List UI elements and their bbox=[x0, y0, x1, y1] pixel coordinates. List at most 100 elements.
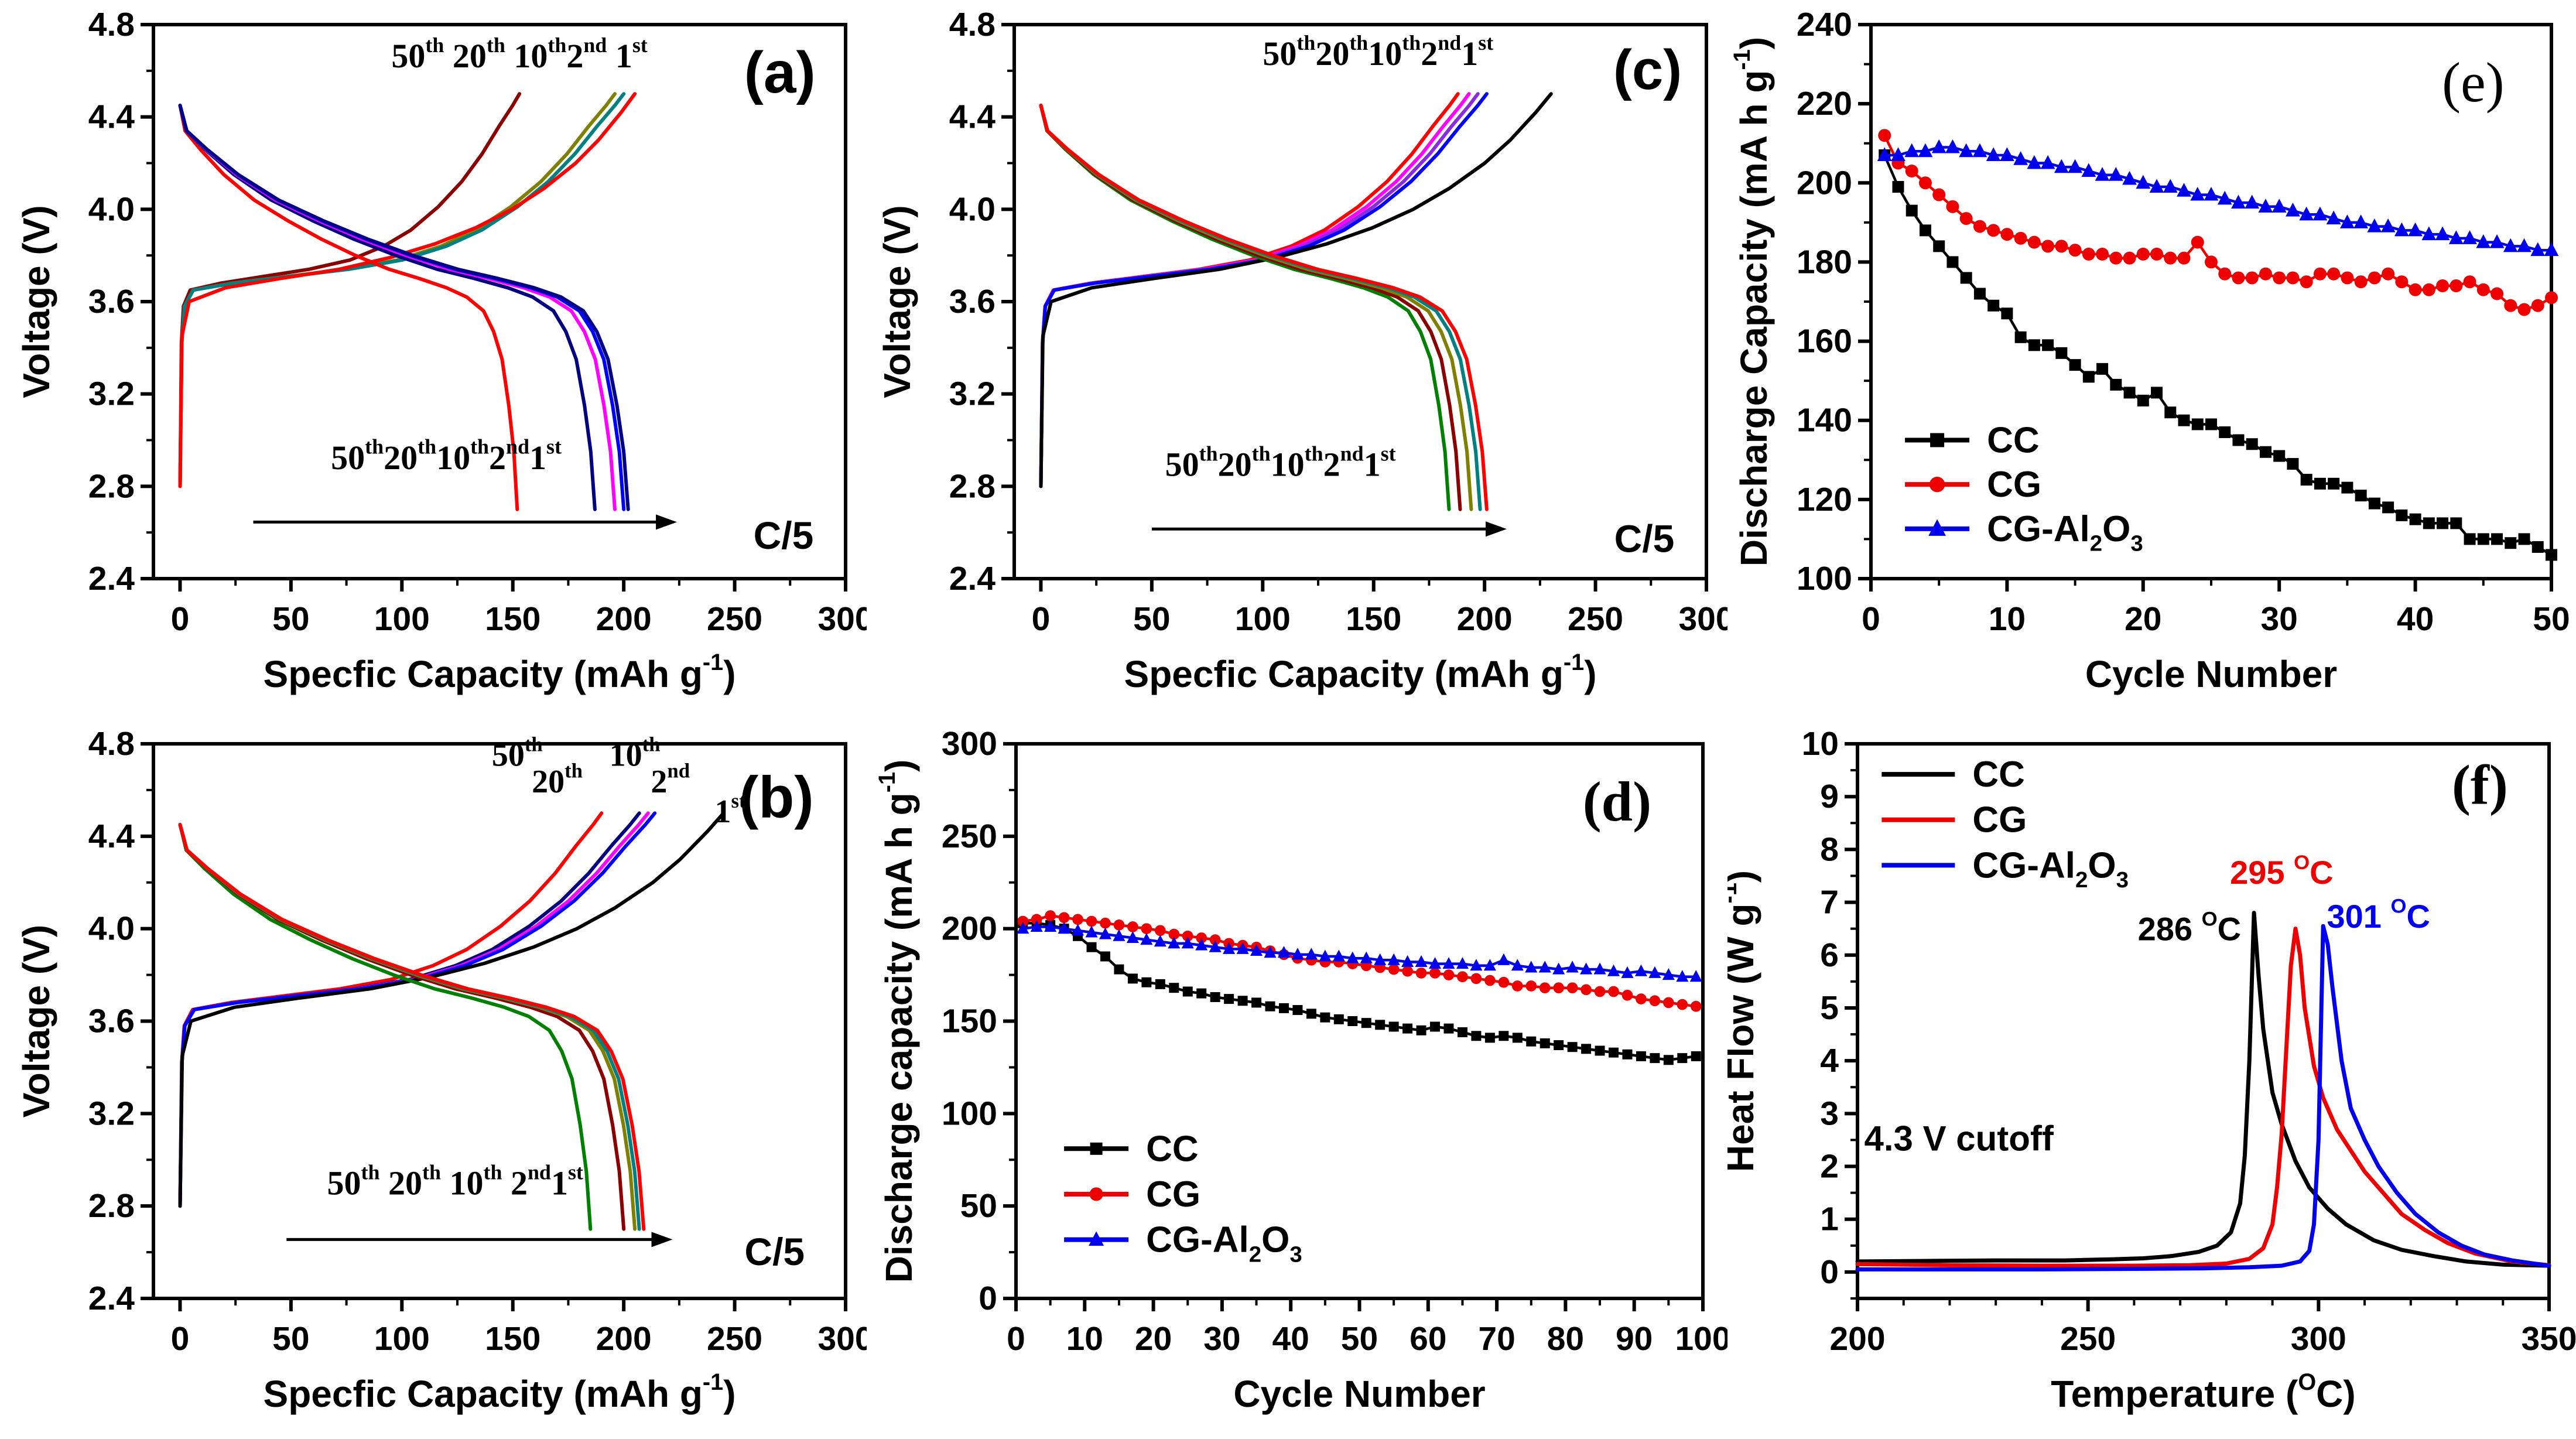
svg-text:4.4: 4.4 bbox=[88, 818, 135, 855]
svg-text:Voltage (V): Voltage (V) bbox=[15, 205, 57, 398]
svg-text:0: 0 bbox=[171, 600, 190, 638]
svg-text:120: 120 bbox=[1797, 481, 1852, 518]
svg-text:Discharge Capacity (mA h g-1): Discharge Capacity (mA h g-1) bbox=[1729, 37, 1775, 566]
svg-text:50th: 50th bbox=[492, 733, 543, 773]
svg-text:2.4: 2.4 bbox=[88, 560, 135, 597]
svg-text:50th 20th 10th 2nd1st: 50th 20th 10th 2nd1st bbox=[327, 1160, 583, 1202]
svg-text:7: 7 bbox=[1820, 884, 1839, 921]
svg-text:240: 240 bbox=[1797, 6, 1852, 43]
svg-text:40: 40 bbox=[1272, 1320, 1309, 1358]
svg-text:3.2: 3.2 bbox=[88, 375, 135, 413]
svg-text:Specfic Capacity (mAh g-1): Specfic Capacity (mAh g-1) bbox=[264, 650, 736, 695]
svg-text:CC: CC bbox=[1146, 1129, 1199, 1169]
svg-text:4.4: 4.4 bbox=[949, 98, 996, 136]
svg-text:2.8: 2.8 bbox=[88, 467, 135, 505]
svg-text:50: 50 bbox=[960, 1187, 997, 1225]
svg-text:6: 6 bbox=[1820, 936, 1839, 974]
svg-text:(e): (e) bbox=[2442, 51, 2505, 114]
svg-text:CC: CC bbox=[1987, 421, 2040, 461]
svg-text:301 OC: 301 OC bbox=[2327, 895, 2430, 935]
svg-text:4.8: 4.8 bbox=[949, 6, 995, 43]
svg-text:200: 200 bbox=[1829, 1320, 1885, 1358]
svg-text:Discharge capacity (mA h g-1): Discharge capacity (mA h g-1) bbox=[874, 760, 920, 1283]
svg-text:250: 250 bbox=[707, 600, 762, 638]
svg-text:2nd: 2nd bbox=[651, 760, 690, 800]
svg-text:200: 200 bbox=[942, 910, 997, 948]
svg-text:250: 250 bbox=[1568, 600, 1623, 638]
svg-text:300: 300 bbox=[817, 600, 867, 638]
svg-text:C/5: C/5 bbox=[754, 514, 814, 557]
svg-text:3.2: 3.2 bbox=[88, 1095, 135, 1132]
chart-b: 0 50 100 150 200 250 300 2.4 2.8 3.2 3.6 4.0 4.4 4.8 S… bbox=[15, 725, 867, 1415]
chart-d: 0 10 20 30 40 50 60 70 80 90 100 0 50 100 150 200 250 300… bbox=[874, 725, 1727, 1415]
chart-e: 0 10 20 30 40 50 100 120 140 160 180 200 220 240 Cycle… bbox=[1729, 6, 2570, 695]
panel-a: 0 50 100 150 200 250 300 2.4 2.8 3.2 3.6 4.0 4.4 4.8 S… bbox=[0, 0, 867, 719]
svg-text:50th20th10th2nd1st: 50th20th10th2nd1st bbox=[331, 435, 562, 477]
svg-text:CG: CG bbox=[1146, 1174, 1200, 1215]
svg-text:50: 50 bbox=[272, 600, 309, 638]
svg-text:4.3 V cutoff: 4.3 V cutoff bbox=[1865, 1119, 2054, 1158]
svg-text:3: 3 bbox=[1820, 1095, 1839, 1132]
svg-text:10: 10 bbox=[1989, 600, 2026, 638]
svg-text:100: 100 bbox=[942, 1095, 997, 1132]
svg-text:4.0: 4.0 bbox=[88, 910, 135, 948]
svg-text:300: 300 bbox=[817, 1320, 867, 1358]
svg-text:CG-Al2O3: CG-Al2O3 bbox=[1146, 1220, 1302, 1267]
svg-text:250: 250 bbox=[942, 818, 997, 855]
svg-text:(b): (b) bbox=[739, 765, 814, 830]
svg-text:1st: 1st bbox=[714, 789, 746, 830]
svg-text:295 OC: 295 OC bbox=[2230, 852, 2333, 891]
svg-text:Voltage (V): Voltage (V) bbox=[876, 205, 918, 398]
svg-text:Voltage (V): Voltage (V) bbox=[15, 925, 57, 1118]
svg-text:8: 8 bbox=[1820, 830, 1839, 868]
panel-e: 0 10 20 30 40 50 100 120 140 160 180 200 220 240 Cycle… bbox=[1727, 0, 2576, 719]
svg-text:50: 50 bbox=[1341, 1320, 1378, 1358]
svg-text:0: 0 bbox=[1007, 1320, 1025, 1358]
svg-text:50th20th10th2nd1st: 50th20th10th2nd1st bbox=[1263, 31, 1493, 73]
svg-text:2.8: 2.8 bbox=[88, 1187, 135, 1225]
svg-text:Specfic Capacity (mAh g-1): Specfic Capacity (mAh g-1) bbox=[1124, 650, 1597, 695]
svg-text:250: 250 bbox=[2060, 1320, 2116, 1358]
svg-text:CG: CG bbox=[1987, 464, 2041, 505]
svg-text:50: 50 bbox=[1133, 600, 1170, 638]
chart-c: 0 50 100 150 200 250 300 2.4 2.8 3.2 3.6 4.0 4.4 4.8 S… bbox=[876, 6, 1727, 695]
svg-text:2: 2 bbox=[1820, 1148, 1839, 1185]
svg-text:40: 40 bbox=[2397, 600, 2434, 638]
svg-text:200: 200 bbox=[1457, 600, 1513, 638]
svg-text:3.6: 3.6 bbox=[88, 1003, 135, 1040]
svg-text:9: 9 bbox=[1820, 778, 1839, 815]
svg-text:10th: 10th bbox=[610, 733, 661, 773]
svg-text:200: 200 bbox=[596, 1320, 652, 1358]
svg-text:250: 250 bbox=[707, 1320, 762, 1358]
svg-text:150: 150 bbox=[1346, 600, 1401, 638]
svg-text:20: 20 bbox=[2125, 600, 2161, 638]
svg-text:100: 100 bbox=[1797, 560, 1852, 597]
svg-text:20th: 20th bbox=[532, 760, 583, 800]
svg-text:286 OC: 286 OC bbox=[2138, 908, 2241, 947]
svg-text:10: 10 bbox=[1066, 1320, 1103, 1358]
svg-text:4.0: 4.0 bbox=[949, 190, 995, 228]
svg-text:150: 150 bbox=[485, 1320, 540, 1358]
svg-text:0: 0 bbox=[979, 1280, 997, 1317]
svg-text:0: 0 bbox=[171, 1320, 190, 1358]
svg-text:(a): (a) bbox=[744, 40, 816, 105]
svg-text:0: 0 bbox=[1820, 1253, 1839, 1291]
svg-text:100: 100 bbox=[374, 600, 430, 638]
svg-text:2.4: 2.4 bbox=[88, 1280, 135, 1317]
svg-text:90: 90 bbox=[1616, 1320, 1653, 1358]
svg-text:200: 200 bbox=[596, 600, 652, 638]
svg-text:CC: CC bbox=[1972, 754, 2025, 795]
svg-text:20: 20 bbox=[1135, 1320, 1172, 1358]
svg-text:300: 300 bbox=[942, 725, 997, 763]
svg-text:100: 100 bbox=[374, 1320, 430, 1358]
svg-text:Heat Flow (W g-1): Heat Flow (W g-1) bbox=[1727, 870, 1761, 1172]
svg-text:3.6: 3.6 bbox=[88, 283, 135, 320]
svg-text:3.2: 3.2 bbox=[949, 375, 995, 413]
svg-text:(f): (f) bbox=[2452, 754, 2508, 816]
panel-c: 0 50 100 150 200 250 300 2.4 2.8 3.2 3.6 4.0 4.4 4.8 S… bbox=[867, 0, 1727, 719]
svg-text:160: 160 bbox=[1797, 323, 1852, 360]
svg-text:Temperature (OC): Temperature (OC) bbox=[2051, 1369, 2355, 1415]
svg-text:(c): (c) bbox=[1613, 39, 1682, 101]
svg-text:C/5: C/5 bbox=[744, 1230, 805, 1273]
